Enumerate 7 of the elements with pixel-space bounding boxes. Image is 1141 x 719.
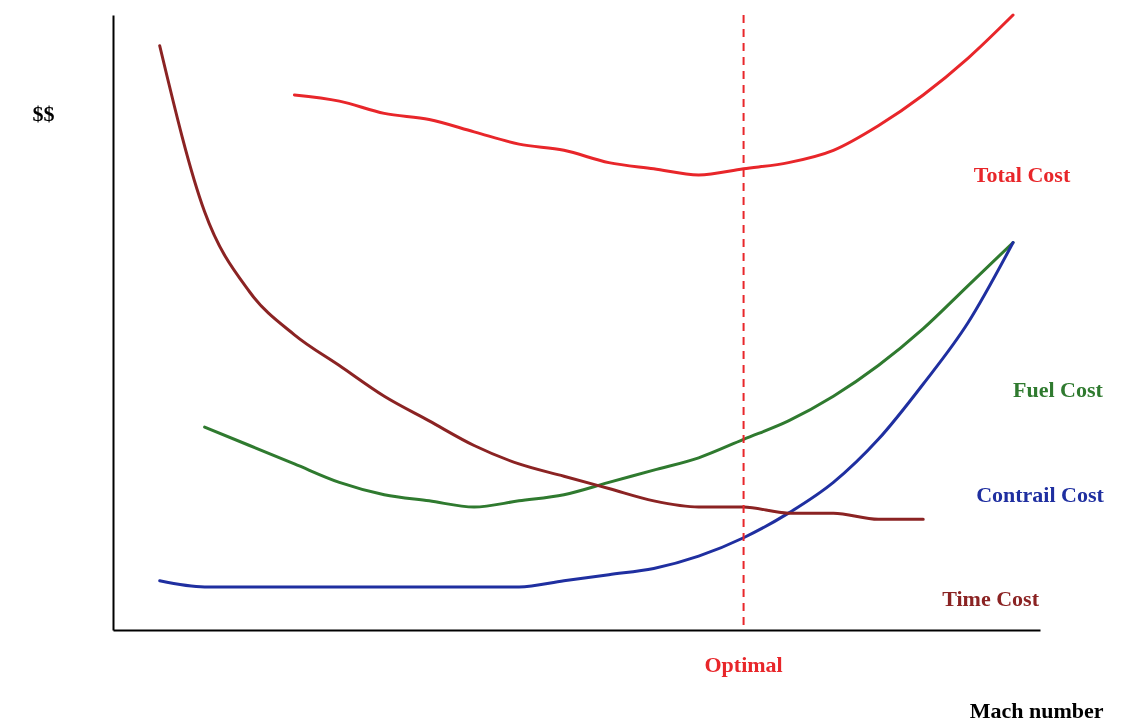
text: Time Cost (942, 586, 1040, 612)
text: Fuel Cost (1013, 377, 1104, 403)
text: Total Cost (973, 161, 1071, 187)
text: Contrail Cost (976, 481, 1105, 507)
x-axis-title: Mach number (969, 697, 1104, 719)
text: Optimal (704, 652, 783, 677)
y-axis-title: $$ (32, 100, 55, 126)
